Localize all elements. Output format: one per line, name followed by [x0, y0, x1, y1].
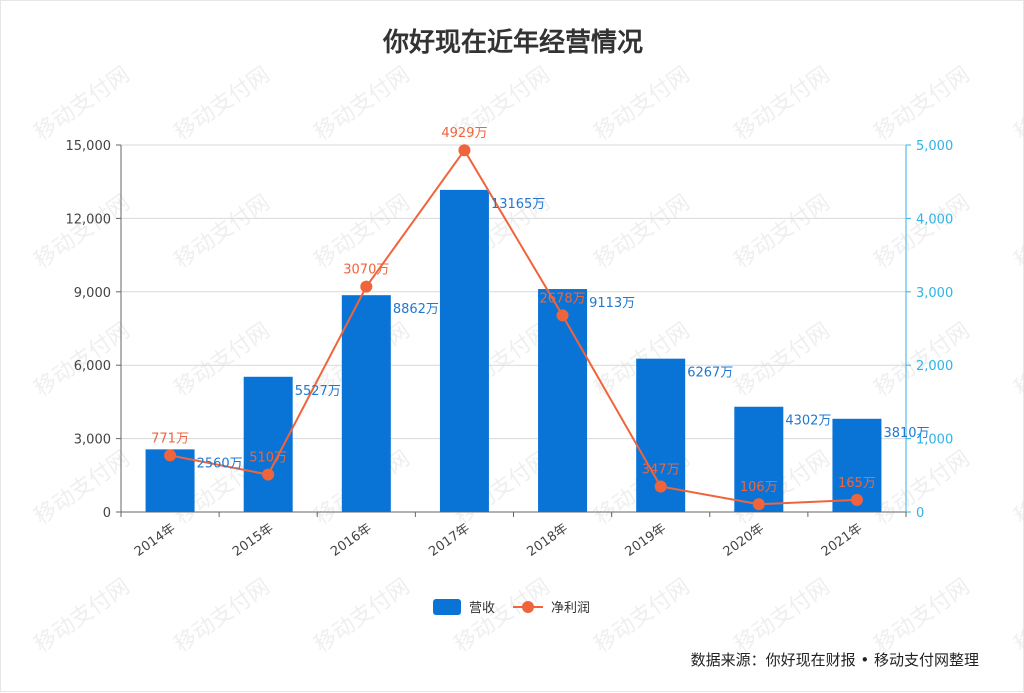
profit-data-label: 510万: [249, 451, 287, 466]
watermark-text: 移动支付网: [870, 574, 974, 658]
source-note: 数据来源：你好现在财报 • 移动支付网整理: [691, 651, 979, 669]
profit-data-label: 3070万: [343, 263, 389, 278]
profit-data-label: 771万: [151, 431, 189, 446]
watermark-text: 移动支付网: [310, 574, 414, 658]
watermark-text: 移动支付网: [730, 190, 834, 274]
revenue-bar: [439, 189, 489, 512]
revenue-data-label: 2560万: [197, 456, 243, 471]
watermark-text: 移动支付网: [310, 190, 414, 274]
profit-point: [654, 480, 667, 493]
watermark-text: 移动支付网: [170, 190, 274, 274]
x-tick-label: 2018年: [524, 521, 570, 560]
x-tick-label: 2014年: [132, 521, 178, 560]
revenue-bar: [734, 406, 784, 512]
revenue-data-label: 13165万: [491, 197, 545, 212]
watermark-text: 移动支付网: [30, 62, 134, 146]
profit-data-label: 2678万: [540, 291, 586, 306]
y-right-tick-label: 4,000: [916, 212, 953, 227]
watermark-text: 移动支付网: [1010, 318, 1024, 402]
data-labels: 2560万 5527万 8862万 13165万 9113万 6267万 4302万 3810…: [151, 126, 929, 495]
revenue-data-label: 5527万: [295, 384, 341, 399]
watermark-text: 移动支付网: [310, 62, 414, 146]
watermark-text: 移动支付网: [30, 446, 134, 530]
legend-swatch-revenue: [433, 599, 461, 615]
revenue-data-label: 4302万: [785, 414, 831, 429]
watermark-text: 移动支付网: [1010, 446, 1024, 530]
revenue-data-label: 9113万: [589, 296, 635, 311]
profit-point: [360, 280, 373, 293]
watermark-text: 移动支付网: [30, 190, 134, 274]
watermark-text: 移动支付网: [590, 190, 694, 274]
watermark-text: 移动支付网: [450, 574, 554, 658]
y-left-tick-label: 3,000: [74, 433, 111, 448]
revenue-data-label: 8862万: [393, 302, 439, 317]
profit-polyline: [169, 148, 857, 506]
watermark-text: 移动支付网: [170, 574, 274, 658]
profit-line: [164, 144, 863, 511]
profit-data-label: 165万: [838, 476, 876, 491]
revenue-bar: [538, 289, 588, 512]
y-right-tick-label: 5,000: [916, 139, 953, 154]
profit-point: [752, 498, 765, 511]
watermark-text: 移动支付网: [1010, 62, 1024, 146]
watermark-text: 移动支付网: [1010, 190, 1024, 274]
y-left-tick-label: 9,000: [74, 286, 111, 301]
x-tick-label: 2017年: [426, 521, 472, 560]
watermark-text: 移动支付网: [730, 574, 834, 658]
y-right-tick-label: 3,000: [916, 286, 953, 301]
legend-label-revenue: 营收: [469, 601, 495, 616]
profit-data-label: 347万: [642, 463, 680, 478]
y-left-tick-label: 6,000: [74, 359, 111, 374]
revenue-data-label: 6267万: [687, 366, 733, 381]
x-tick-label: 2015年: [230, 521, 276, 560]
profit-data-label: 106万: [740, 480, 778, 495]
x-tick-label: 2019年: [623, 521, 669, 560]
legend[interactable]: 营收 净利润: [433, 599, 590, 616]
y-left-tick-label: 12,000: [66, 212, 112, 227]
y-left-tick-label: 15,000: [66, 139, 112, 154]
watermark-text: 移动支付网: [1010, 574, 1024, 658]
watermark-text: 移动支付网: [590, 62, 694, 146]
chart-title: 你好现在近年经营情况: [382, 27, 643, 58]
watermark-text: 移动支付网: [590, 574, 694, 658]
y-left-tick-label: 0: [103, 506, 111, 521]
revenue-data-label: 3810万: [883, 426, 929, 441]
profit-point: [262, 468, 275, 481]
legend-label-profit: 净利润: [551, 601, 590, 616]
x-tick-label: 2016年: [328, 521, 374, 560]
watermark-text: 移动支付网: [730, 318, 834, 402]
watermark-text: 移动支付网: [30, 574, 134, 658]
profit-data-label: 4929万: [441, 126, 487, 141]
watermark-text: 移动支付网: [730, 62, 834, 146]
y-right-tick-label: 2,000: [916, 359, 953, 374]
x-tick-label: 2021年: [819, 521, 865, 560]
profit-point: [556, 309, 569, 322]
revenue-bar: [341, 295, 391, 512]
profit-point: [850, 493, 863, 506]
watermark-layer: 移动支付网 移动支付网 移动支付网 移动支付网 移动支付网 移动支付网 移动支付网 移动支付网…: [30, 62, 1024, 658]
profit-point: [458, 144, 471, 157]
y-right-tick-label: 1,000: [916, 433, 953, 448]
legend-marker-profit: [522, 601, 534, 613]
watermark-text: 移动支付网: [870, 190, 974, 274]
revenue-bar: [243, 376, 293, 512]
y-right-tick-label: 0: [916, 506, 924, 521]
watermark-text: 移动支付网: [170, 62, 274, 146]
watermark-text: 移动支付网: [870, 62, 974, 146]
profit-point: [164, 449, 177, 462]
